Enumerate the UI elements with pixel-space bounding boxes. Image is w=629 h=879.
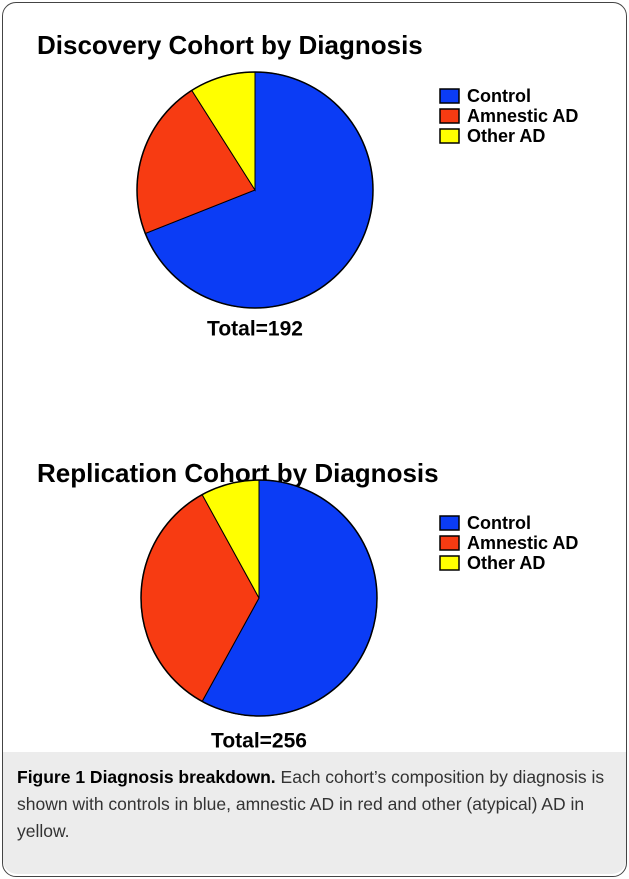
legend-swatch <box>439 108 460 124</box>
caption: Figure 1 Diagnosis breakdown. Each cohor… <box>3 752 626 874</box>
legend-label: Control <box>467 513 531 533</box>
caption-label: Figure 1 Diagnosis breakdown. <box>17 767 276 787</box>
legend-label: Control <box>467 86 531 106</box>
legend-swatch <box>439 88 460 104</box>
caption-text: Each cohort’s composition by diagnosis i… <box>17 767 605 841</box>
legend-swatch <box>439 128 460 144</box>
legend-label: Amnestic AD <box>467 106 578 126</box>
total-label: Total=256 <box>211 730 307 752</box>
pie-outline <box>140 479 378 717</box>
pie-outline <box>136 71 374 309</box>
legend-swatch <box>439 555 460 571</box>
legend-label: Other AD <box>467 126 545 146</box>
legend-swatch <box>439 515 460 531</box>
figure: Discovery Cohort by DiagnosisControlAmne… <box>37 30 578 752</box>
total-label: Total=192 <box>207 318 303 341</box>
chart-title: Discovery Cohort by Diagnosis <box>37 30 423 60</box>
legend-label: Other AD <box>467 553 545 573</box>
legend-label: Amnestic AD <box>467 533 578 553</box>
legend-swatch <box>439 535 460 551</box>
